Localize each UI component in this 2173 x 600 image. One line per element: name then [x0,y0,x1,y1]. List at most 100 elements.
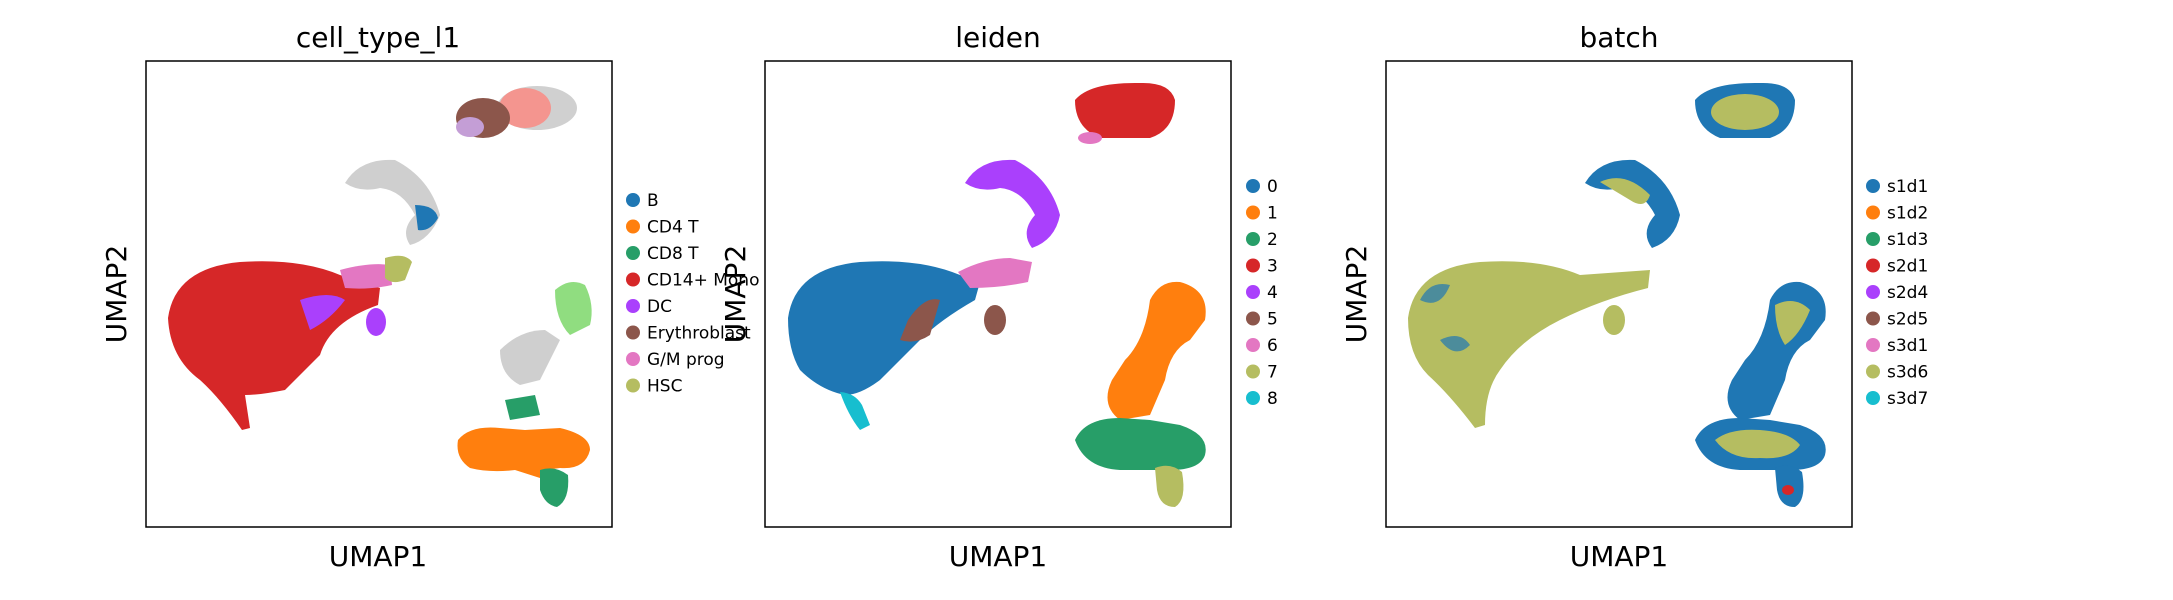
legend-marker [626,378,640,393]
legend: 0 1 2 3 4 5 6 7 8 [1246,177,1278,409]
cluster-blob [1775,301,1810,345]
cluster-blob [984,305,1006,335]
legend-label: s3d1 [1887,336,1928,356]
legend-marker [1246,232,1260,246]
legend-label: CD14+ Mono [647,271,759,291]
legend-label: 4 [1267,283,1278,303]
cluster-blob [840,392,870,430]
legend-label: 0 [1267,177,1278,197]
cluster-blob [555,281,592,335]
legend-marker [1866,285,1880,299]
scatter-plot-area [168,86,592,507]
legend-label: 2 [1267,230,1278,250]
cluster-blob [500,330,560,385]
scatter-plot-area [788,82,1206,507]
cluster-blob [456,117,484,137]
legend-label: Erythroblast [647,324,751,344]
legend: s1d1 s1d2 s1d3 s2d1 s2d4 s2d5 s3d1 s3d6 s3d7 [1866,177,1928,409]
cluster-blob [499,88,551,128]
legend-marker [1246,205,1260,220]
cluster-blob [1440,336,1470,352]
legend-label: DC [647,297,672,317]
panel-batch: batch UMAP1 UMAP2 s1d1 s1d2 s1d3 s2d1 s2d4 s2… [1340,21,1928,573]
cluster-blob [1715,429,1800,459]
legend-marker [1866,311,1880,326]
plot-frame [145,60,613,528]
cluster-blob [457,427,590,478]
cluster-blob [1603,305,1625,335]
cluster-blob [300,295,345,330]
cluster-blob [1711,94,1779,130]
cluster-blob [1782,485,1794,495]
legend-marker [1866,338,1880,352]
cluster-blob [1727,281,1826,420]
legend-marker [626,352,640,366]
cluster-blob [788,261,980,395]
cluster-blob [415,205,438,231]
legend-label: 7 [1267,363,1278,383]
cluster-blob [900,299,940,342]
legend-marker [1866,179,1880,193]
panel-cell-type-l1: cell_type_l1 UMAP1 UMAP [100,21,759,573]
panel-leiden: leiden UMAP1 UMAP2 0 1 2 3 4 5 6 7 8 [719,21,1278,573]
cluster-blob [965,159,1060,248]
legend-marker [626,246,640,260]
legend-marker [626,193,640,207]
cluster-blob [1420,284,1450,303]
legend-marker [1866,205,1880,220]
legend-label: s3d6 [1887,363,1928,383]
legend: B CD4 T CD8 T CD14+ Mono DC Erythroblast G/M p… [626,191,759,397]
cluster-blob [1408,261,1650,428]
legend-label: CD4 T [647,218,699,238]
legend-label: s2d1 [1887,257,1928,277]
y-axis-label: UMAP2 [1340,245,1373,344]
legend-marker [626,325,640,340]
legend-label: 5 [1267,310,1278,330]
legend-marker [1246,179,1260,193]
legend-marker [1866,364,1880,379]
cluster-blob [1155,465,1184,507]
panel-title: cell_type_l1 [296,21,460,54]
cluster-blob [345,159,440,245]
legend-label: s1d2 [1887,204,1928,224]
panel-title: batch [1579,21,1658,54]
x-axis-label: UMAP1 [1570,540,1669,573]
legend-marker [626,299,640,313]
legend-marker [1246,364,1260,379]
legend-label: B [647,191,659,211]
scatter-plot-area [1408,82,1826,507]
x-axis-label: UMAP1 [949,540,1048,573]
y-axis-label: UMAP2 [719,245,752,344]
cluster-blob [1075,418,1206,470]
cluster-blob [1585,159,1680,248]
legend-label: s3d7 [1887,389,1928,409]
cluster-blob [385,255,412,283]
legend-marker [626,272,640,287]
cluster-blob [1078,132,1102,144]
legend-marker [1246,391,1260,405]
legend-label: HSC [647,377,682,397]
plot-frame [764,60,1232,528]
legend-marker [1246,285,1260,299]
legend-label: s1d1 [1887,177,1928,197]
legend-marker [1246,258,1260,273]
legend-marker [1866,232,1880,246]
cluster-blob [1107,281,1206,420]
legend-label: s1d3 [1887,230,1928,250]
legend-label: 8 [1267,389,1278,409]
legend-label: s2d5 [1887,310,1928,330]
cluster-blob [366,308,386,336]
legend-marker [1246,311,1260,326]
legend-marker [1866,258,1880,273]
cluster-blob [505,395,540,420]
legend-marker [626,219,640,234]
cluster-blob [340,264,392,289]
cluster-blob [1600,178,1650,204]
plot-frame [1385,60,1853,528]
panel-title: leiden [955,21,1041,54]
y-axis-label: UMAP2 [100,245,133,344]
legend-label: CD8 T [647,244,699,264]
legend-label: G/M prog [647,350,725,370]
legend-label: s2d4 [1887,283,1928,303]
